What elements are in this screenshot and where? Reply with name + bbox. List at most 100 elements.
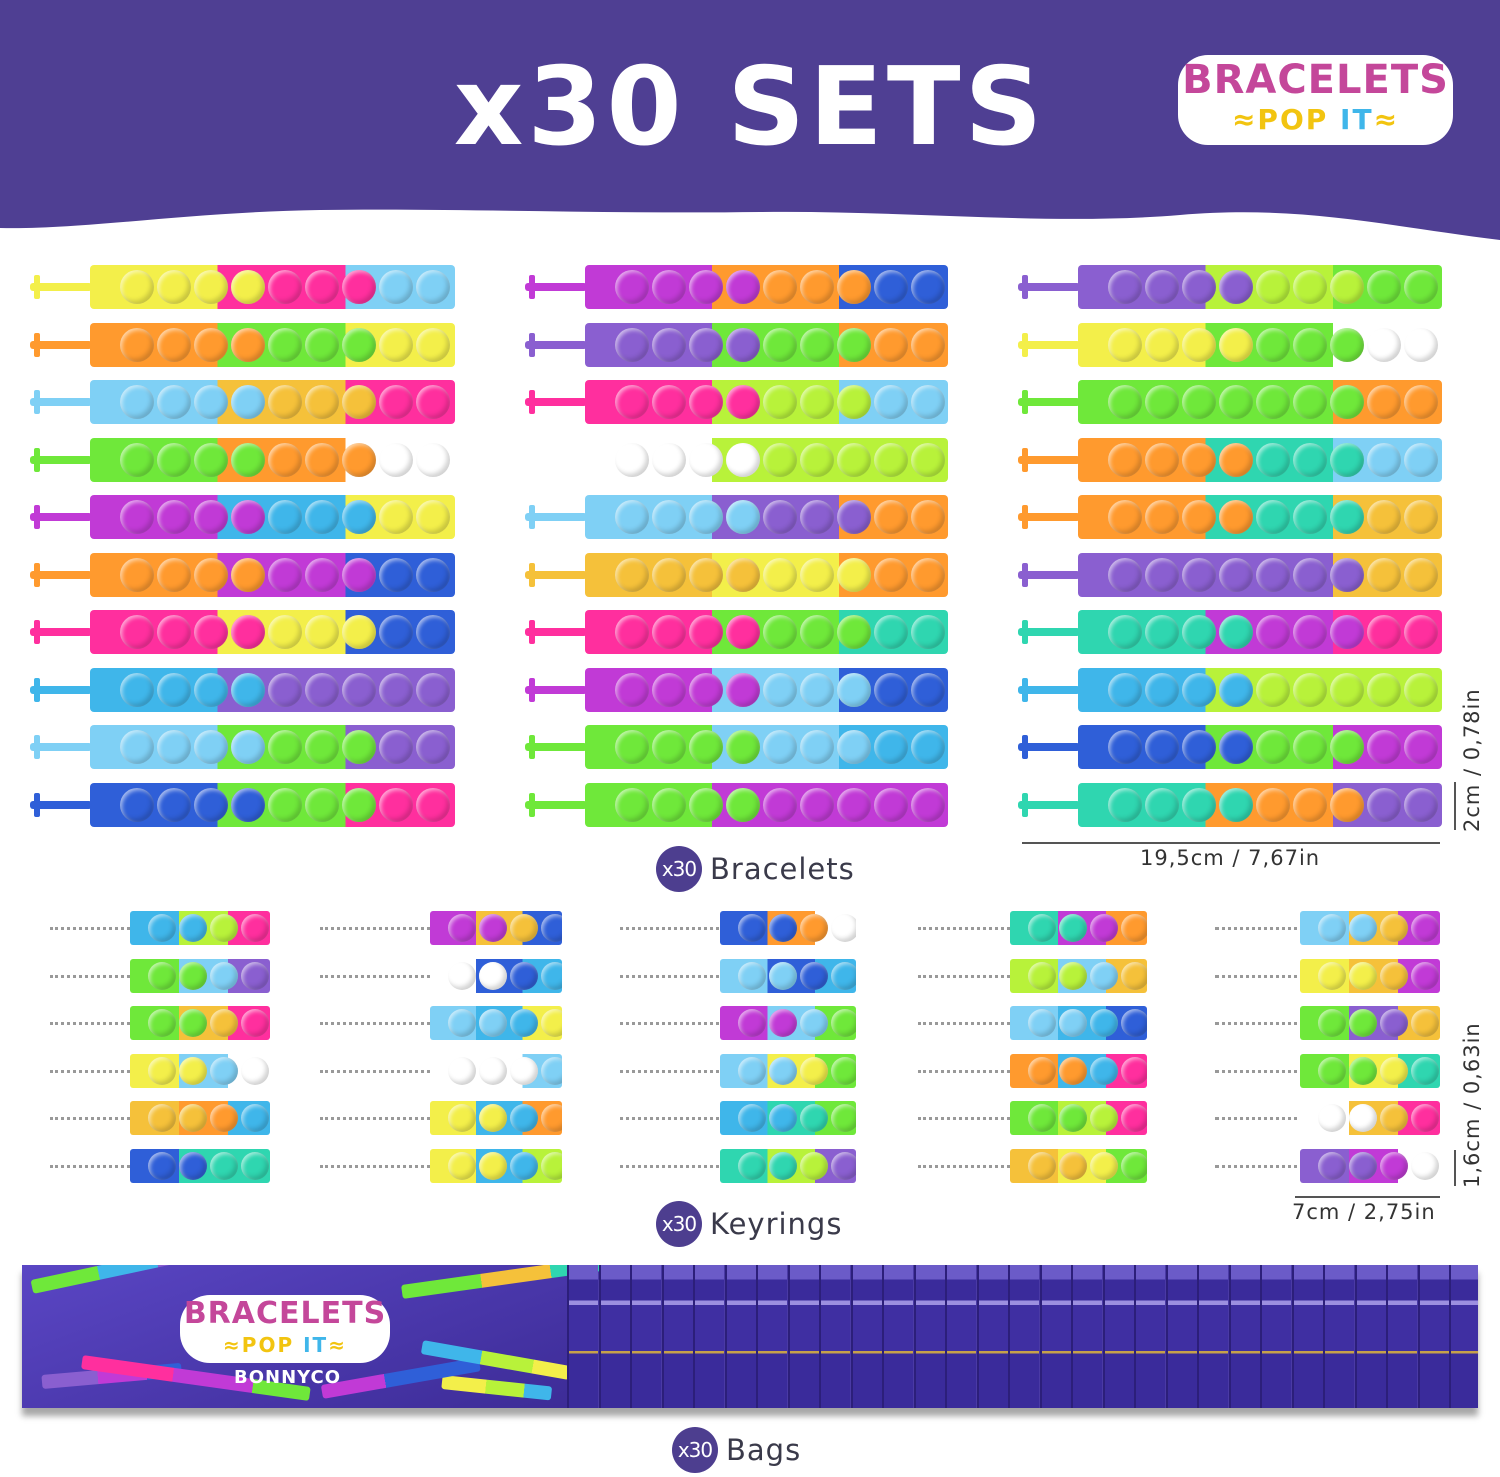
bubble xyxy=(210,1104,238,1132)
bubble xyxy=(416,442,450,477)
bag-edge xyxy=(1071,1265,1102,1408)
bubble xyxy=(379,327,413,362)
ball-chain xyxy=(50,974,135,978)
bubble xyxy=(911,442,945,477)
bubble xyxy=(1367,730,1401,764)
bubble xyxy=(1404,385,1438,419)
bubble xyxy=(231,787,265,822)
bracelet xyxy=(30,610,455,654)
bubble xyxy=(379,270,413,304)
bubble xyxy=(157,672,191,707)
bracelet-peg xyxy=(30,562,92,587)
bubble xyxy=(1028,1009,1056,1037)
bubble xyxy=(1330,787,1364,822)
bubble xyxy=(194,385,228,419)
bubble xyxy=(416,270,450,304)
bubble xyxy=(510,1151,538,1180)
bracelet-strap xyxy=(90,552,455,597)
ball-chain xyxy=(320,927,435,930)
bubble xyxy=(800,615,834,649)
bubble xyxy=(157,500,191,534)
bracelet xyxy=(30,667,455,712)
bubble xyxy=(837,270,871,304)
bag-edge xyxy=(850,1265,882,1408)
keyring-strap xyxy=(430,1148,562,1183)
bubble xyxy=(1108,327,1142,362)
bubble xyxy=(379,787,413,822)
bubble xyxy=(1219,442,1253,477)
ball-chain xyxy=(918,1164,1015,1168)
keyring xyxy=(50,1006,270,1040)
bubble xyxy=(1404,672,1438,707)
bubble xyxy=(1028,1151,1056,1180)
bubble xyxy=(738,1009,766,1037)
bracelet-strap xyxy=(90,380,455,424)
bubble xyxy=(615,442,649,477)
bubble xyxy=(448,961,476,990)
bubble xyxy=(120,270,154,304)
bubble xyxy=(510,1104,538,1132)
logo-it: IT xyxy=(1340,103,1374,136)
keyring-strap xyxy=(1300,1148,1440,1183)
bubble xyxy=(157,557,191,592)
bubble xyxy=(148,1151,176,1180)
bubble xyxy=(800,557,834,592)
bubble xyxy=(342,442,376,477)
keyring xyxy=(50,1148,270,1183)
bubble xyxy=(763,500,797,534)
bag-edge xyxy=(756,1265,787,1408)
bracelet-peg xyxy=(1018,677,1080,702)
bracelet xyxy=(1018,322,1442,367)
bubble xyxy=(305,787,339,822)
bracelet-strap xyxy=(1078,610,1442,654)
bag-edge xyxy=(630,1265,661,1408)
bubble xyxy=(448,1151,476,1180)
bubble xyxy=(379,557,413,592)
ball-chain xyxy=(1215,1069,1305,1073)
bracelet-width-label: 2cm / 0,78in xyxy=(1460,688,1484,832)
bubble xyxy=(179,1056,207,1085)
keyring-strap xyxy=(1010,958,1147,993)
bracelet-length-line xyxy=(1022,842,1440,844)
bubble xyxy=(305,615,339,649)
bubble xyxy=(194,442,228,477)
bracelet xyxy=(525,265,948,309)
bubble xyxy=(305,730,339,764)
bubble xyxy=(837,500,871,534)
bracelet xyxy=(525,495,948,539)
bubble xyxy=(541,1104,562,1132)
bubble xyxy=(194,615,228,649)
bracelet-strap xyxy=(90,782,455,827)
bubble xyxy=(738,1056,766,1085)
keyring xyxy=(918,911,1147,945)
bubble xyxy=(194,672,228,707)
bubble xyxy=(479,1009,507,1037)
bubble xyxy=(1293,615,1327,649)
bubble xyxy=(1256,787,1290,822)
keyring-strap xyxy=(1300,958,1440,993)
bubble xyxy=(157,385,191,419)
bubble xyxy=(726,730,760,764)
bubble xyxy=(194,327,228,362)
bag-edge xyxy=(787,1265,819,1408)
bubble xyxy=(179,1104,207,1132)
keyring-strap xyxy=(430,1006,562,1040)
bubble xyxy=(342,385,376,419)
bubble xyxy=(541,1056,562,1085)
bubble xyxy=(231,615,265,649)
bubble xyxy=(1145,385,1179,419)
bubble xyxy=(120,730,154,764)
bubble xyxy=(1108,672,1142,707)
bubble xyxy=(1330,442,1364,477)
bubble xyxy=(510,1009,538,1037)
bubble xyxy=(1293,327,1327,362)
bubble xyxy=(769,1056,797,1085)
bracelet xyxy=(525,552,948,597)
keyring-strap xyxy=(430,1101,562,1135)
bubble xyxy=(1108,615,1142,649)
bubble xyxy=(342,327,376,362)
keyring-strap xyxy=(1010,1006,1147,1040)
bracelet xyxy=(1018,495,1442,539)
bracelet-strap xyxy=(90,265,455,309)
bubble xyxy=(726,557,760,592)
